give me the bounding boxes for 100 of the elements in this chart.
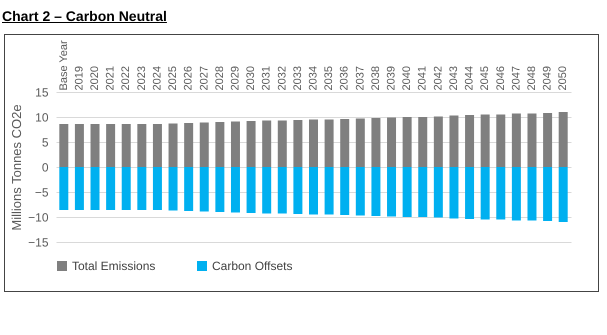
x-tick-label: 2032 [276, 66, 288, 90]
y-tick-label: 15 [35, 86, 49, 100]
bar [558, 167, 568, 222]
bar [200, 122, 209, 167]
bar [512, 167, 521, 220]
x-tick-label: 2043 [448, 66, 460, 90]
bar [215, 122, 224, 167]
bar [278, 167, 287, 214]
bar [434, 167, 443, 218]
bar [496, 114, 506, 167]
bar [168, 124, 178, 167]
bar [90, 124, 100, 167]
bar [324, 120, 334, 167]
x-tick-label: 2033 [292, 66, 304, 90]
bar [480, 167, 490, 220]
bar [324, 167, 334, 214]
bar [74, 167, 84, 210]
bar [59, 167, 68, 210]
bar [230, 167, 240, 212]
x-tick-label: 2025 [167, 66, 180, 90]
bar [152, 124, 162, 167]
x-tick-label: 2028 [214, 66, 226, 90]
bar [512, 114, 521, 167]
bar [543, 167, 552, 221]
bar [106, 124, 116, 167]
x-tick-label: 2044 [464, 66, 476, 90]
x-tick-label: 2035 [323, 66, 336, 90]
bar [90, 167, 100, 210]
x-tick-label: 2031 [260, 66, 273, 90]
x-tick-label: 2049 [542, 66, 554, 90]
x-tick-label: 2029 [229, 66, 242, 90]
bar [106, 167, 116, 210]
bar [480, 114, 490, 167]
bar [262, 120, 272, 167]
bar [340, 119, 350, 167]
bar [246, 121, 256, 167]
bar [371, 118, 380, 167]
bar [152, 167, 162, 210]
bar [59, 124, 68, 167]
bar [434, 116, 443, 167]
bar [496, 167, 506, 220]
x-tick-label: 2027 [198, 66, 210, 90]
bar [137, 124, 146, 167]
x-tick-label: 2042 [432, 66, 444, 90]
bar [543, 113, 552, 167]
bar [230, 122, 240, 167]
bar [449, 167, 458, 218]
y-tick-label: −15 [28, 236, 49, 250]
bar [309, 167, 318, 214]
x-tick-label: 2030 [245, 66, 258, 90]
bar [449, 116, 458, 167]
x-tick-label: 2038 [370, 66, 382, 90]
y-axis-title: Millions Tonnes CO2e [9, 104, 24, 231]
bar [293, 120, 302, 167]
bar [215, 167, 224, 212]
legend-label: Total Emissions [72, 259, 156, 273]
bar [168, 167, 178, 210]
y-tick-label: 0 [42, 160, 49, 174]
y-tick-label: −5 [34, 186, 49, 200]
y-tick-label: 10 [35, 110, 49, 124]
x-tick-label: 2048 [526, 66, 538, 90]
y-tick-label: 5 [42, 136, 49, 150]
bar [246, 167, 256, 213]
bar [527, 167, 536, 220]
bar [418, 167, 428, 217]
x-tick-label: 2019 [73, 66, 86, 90]
x-tick-label: 2022 [120, 66, 132, 90]
bar [356, 167, 365, 216]
bar [402, 117, 412, 167]
x-tick-label: 2046 [494, 66, 507, 90]
bar [356, 118, 365, 167]
x-tick-label: 2021 [104, 66, 117, 90]
x-tick-label: 2045 [479, 66, 492, 90]
bar [465, 167, 474, 219]
x-tick-label: Base Year [58, 40, 70, 90]
x-tick-label: 2023 [136, 66, 148, 90]
x-tick-label: 2041 [416, 66, 429, 90]
x-tick-label: 2037 [354, 66, 366, 90]
bar [340, 167, 350, 215]
bar [262, 167, 272, 214]
x-tick-label: 2039 [386, 66, 398, 90]
bar [418, 117, 428, 167]
bar [293, 167, 302, 214]
bar [558, 112, 568, 167]
x-tick-label: 2040 [401, 66, 414, 90]
x-tick-label: 2026 [182, 66, 195, 90]
bar [184, 123, 194, 167]
bar [387, 167, 396, 216]
x-tick-label: 2047 [510, 66, 522, 90]
bar [371, 167, 380, 216]
bar [200, 167, 209, 212]
bar [137, 167, 146, 210]
x-tick-label: 2024 [151, 66, 164, 90]
x-tick-label: 2050 [557, 66, 570, 90]
bar [309, 120, 318, 167]
y-tick-label: −10 [28, 210, 49, 224]
bar [402, 167, 412, 217]
bar [527, 114, 536, 167]
bar [184, 167, 194, 211]
bar [465, 115, 474, 167]
